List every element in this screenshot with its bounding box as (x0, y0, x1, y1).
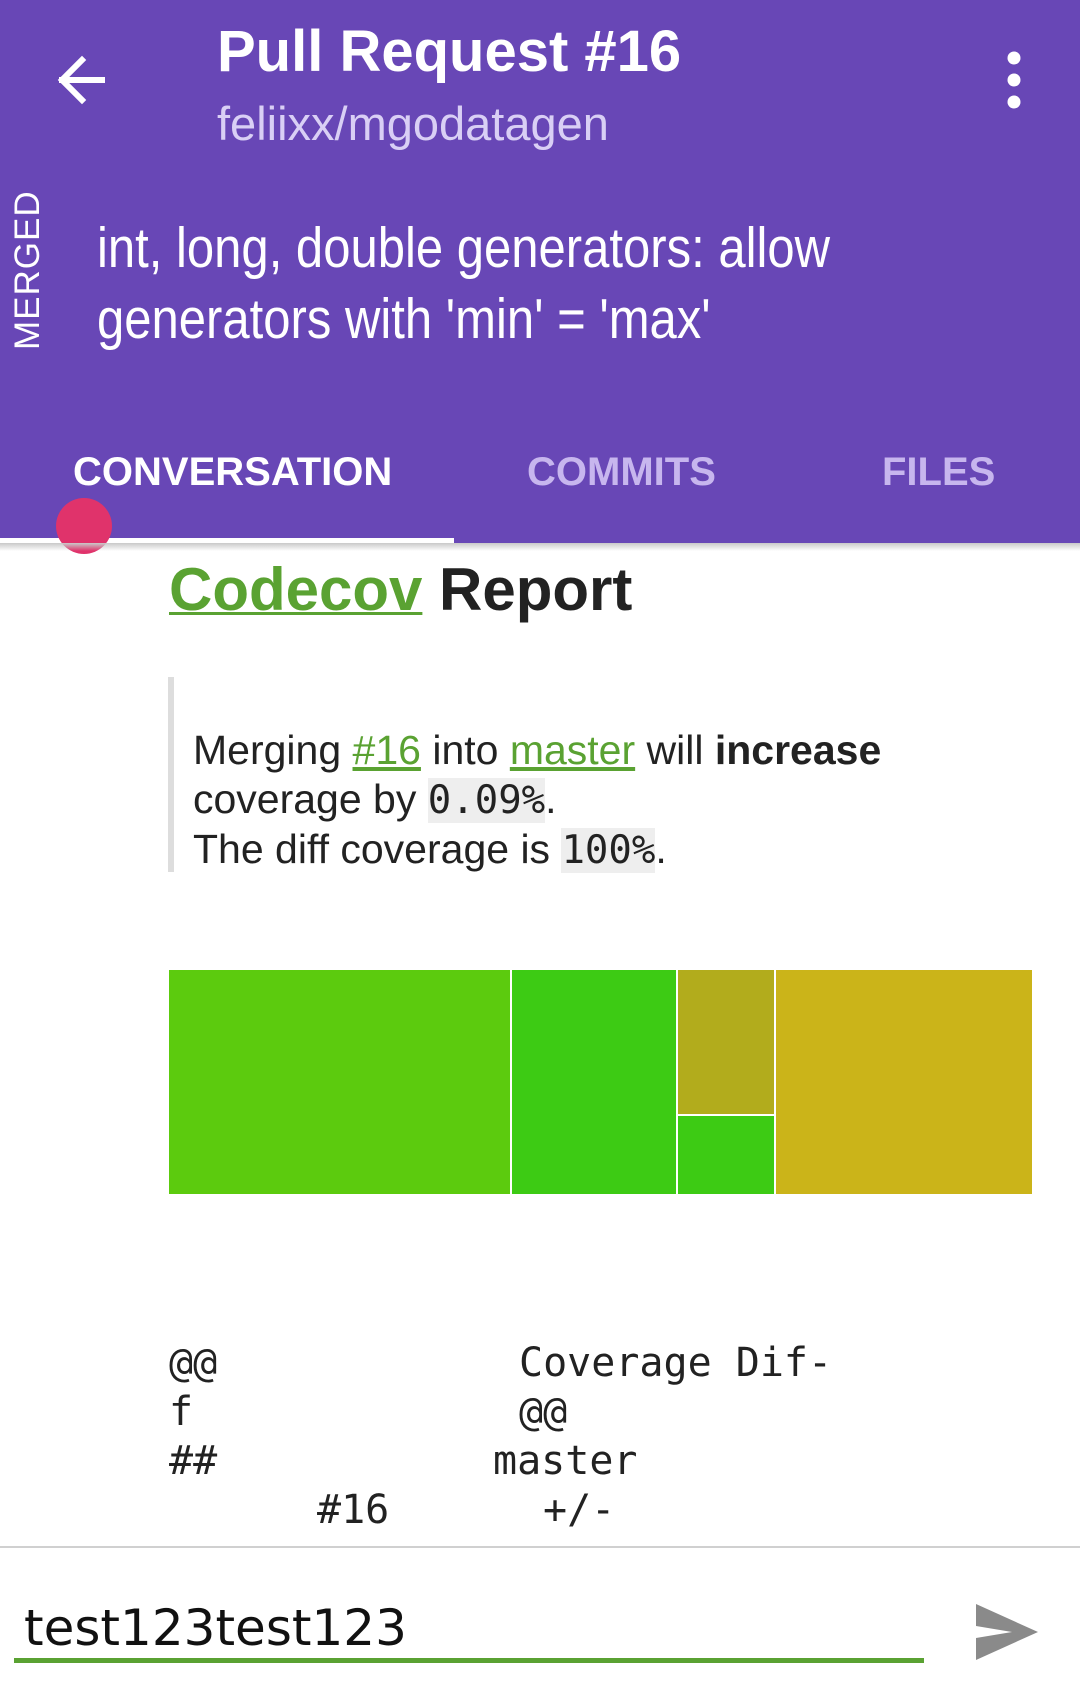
treemap-tile (169, 970, 510, 1194)
tab-conversation[interactable]: CONVERSATION (73, 450, 393, 494)
arrow-left-icon (57, 55, 105, 105)
coverage-summary-quote: Merging #16 into master will increase co… (168, 677, 1034, 875)
summary-text: The diff coverage is (193, 826, 562, 872)
diff-marker: ## (169, 1438, 218, 1484)
merged-state-badge: MERGED (8, 190, 47, 350)
column-header-pr: #16 (317, 1487, 390, 1533)
app-bar: Pull Request #16 feliixx/mgodatagen MERG… (0, 0, 1080, 543)
input-underline (14, 1658, 924, 1663)
branch-link[interactable]: master (509, 727, 636, 773)
treemap-tile (678, 970, 774, 1114)
comment-input[interactable] (14, 1588, 944, 1668)
summary-text: coverage by (193, 776, 428, 822)
diff-coverage-value: 100% (561, 828, 656, 873)
summary-text: will (635, 727, 715, 773)
summary-text: . (545, 776, 557, 822)
page-title: Pull Request #16 (217, 19, 682, 84)
treemap-tile (512, 970, 676, 1194)
active-tab-indicator (0, 538, 454, 543)
coverage-change-value: 0.09% (427, 778, 546, 823)
coverage-treemap-image[interactable] (169, 970, 1032, 1194)
coverage-summary-text: Merging #16 into master will increase co… (193, 726, 1033, 875)
treemap-tile (678, 1116, 774, 1194)
summary-text: . (655, 826, 667, 872)
tab-bar: CONVERSATION COMMITS FILES (0, 430, 1080, 543)
comment-composer (0, 1548, 1080, 1699)
more-vertical-icon (1007, 51, 1021, 109)
coverage-diff-table: @@ f ## Coverage Dif- @@ master #16 +/- (169, 1340, 1049, 1540)
codecov-link[interactable]: Codecov (169, 556, 423, 623)
diff-marker: @@ (169, 1340, 218, 1386)
pr-link[interactable]: #16 (352, 727, 421, 773)
send-icon (976, 1604, 1038, 1660)
summary-text: into (420, 727, 510, 773)
treemap-tile (776, 970, 1032, 1194)
tab-files[interactable]: FILES (882, 450, 996, 494)
overflow-menu-button[interactable] (994, 48, 1034, 112)
report-heading: Codecov Report (169, 555, 632, 624)
app-bar-shadow (0, 543, 1080, 551)
pr-title: int, long, double generators: allow gene… (97, 216, 831, 351)
summary-text: Merging (193, 727, 353, 773)
column-header-master: master (493, 1438, 638, 1484)
diff-table-header: Coverage Dif- (519, 1340, 833, 1386)
report-heading-text: Report (422, 556, 633, 623)
tab-commits[interactable]: COMMITS (527, 450, 716, 494)
back-button[interactable] (44, 40, 124, 120)
diff-marker: f (169, 1389, 194, 1435)
diff-marker: @@ (519, 1389, 568, 1435)
send-button[interactable] (972, 1600, 1042, 1664)
composer-divider (0, 1546, 1080, 1548)
repo-name[interactable]: feliixx/mgodatagen (217, 97, 609, 150)
increase-label: increase (714, 727, 882, 773)
column-header-delta: +/- (543, 1487, 616, 1533)
